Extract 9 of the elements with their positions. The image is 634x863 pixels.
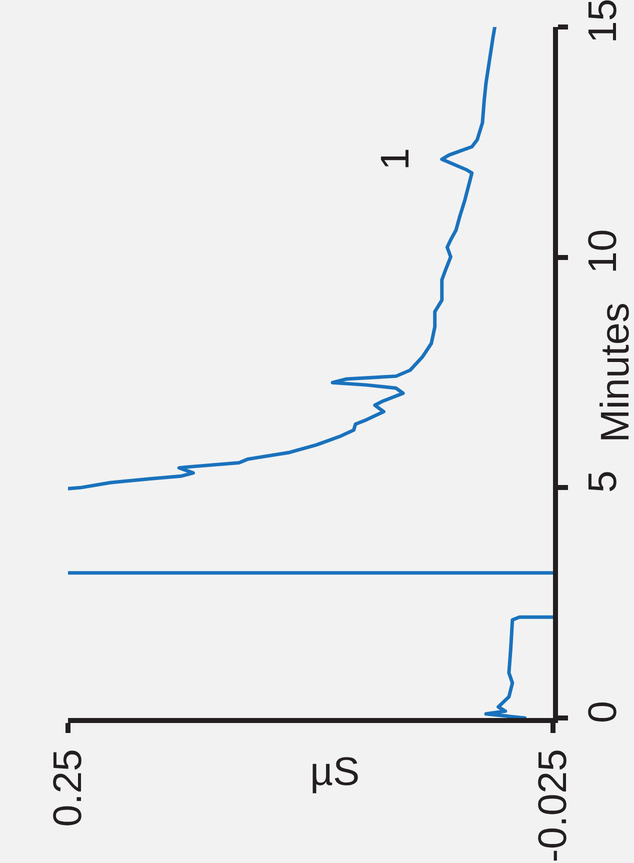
- y-tick-label: 0: [581, 700, 625, 724]
- x-tick-label: 0.25: [46, 749, 90, 827]
- y-tick-label: 15: [581, 0, 625, 44]
- y-tick-label: 10: [581, 229, 625, 274]
- x-axis-title: µS: [310, 750, 360, 794]
- y-axis-title: Minutes: [594, 302, 634, 442]
- annotation: 1: [374, 148, 418, 170]
- x-tick-label: -0.025: [531, 749, 575, 862]
- y-tick-label: 5: [581, 470, 625, 493]
